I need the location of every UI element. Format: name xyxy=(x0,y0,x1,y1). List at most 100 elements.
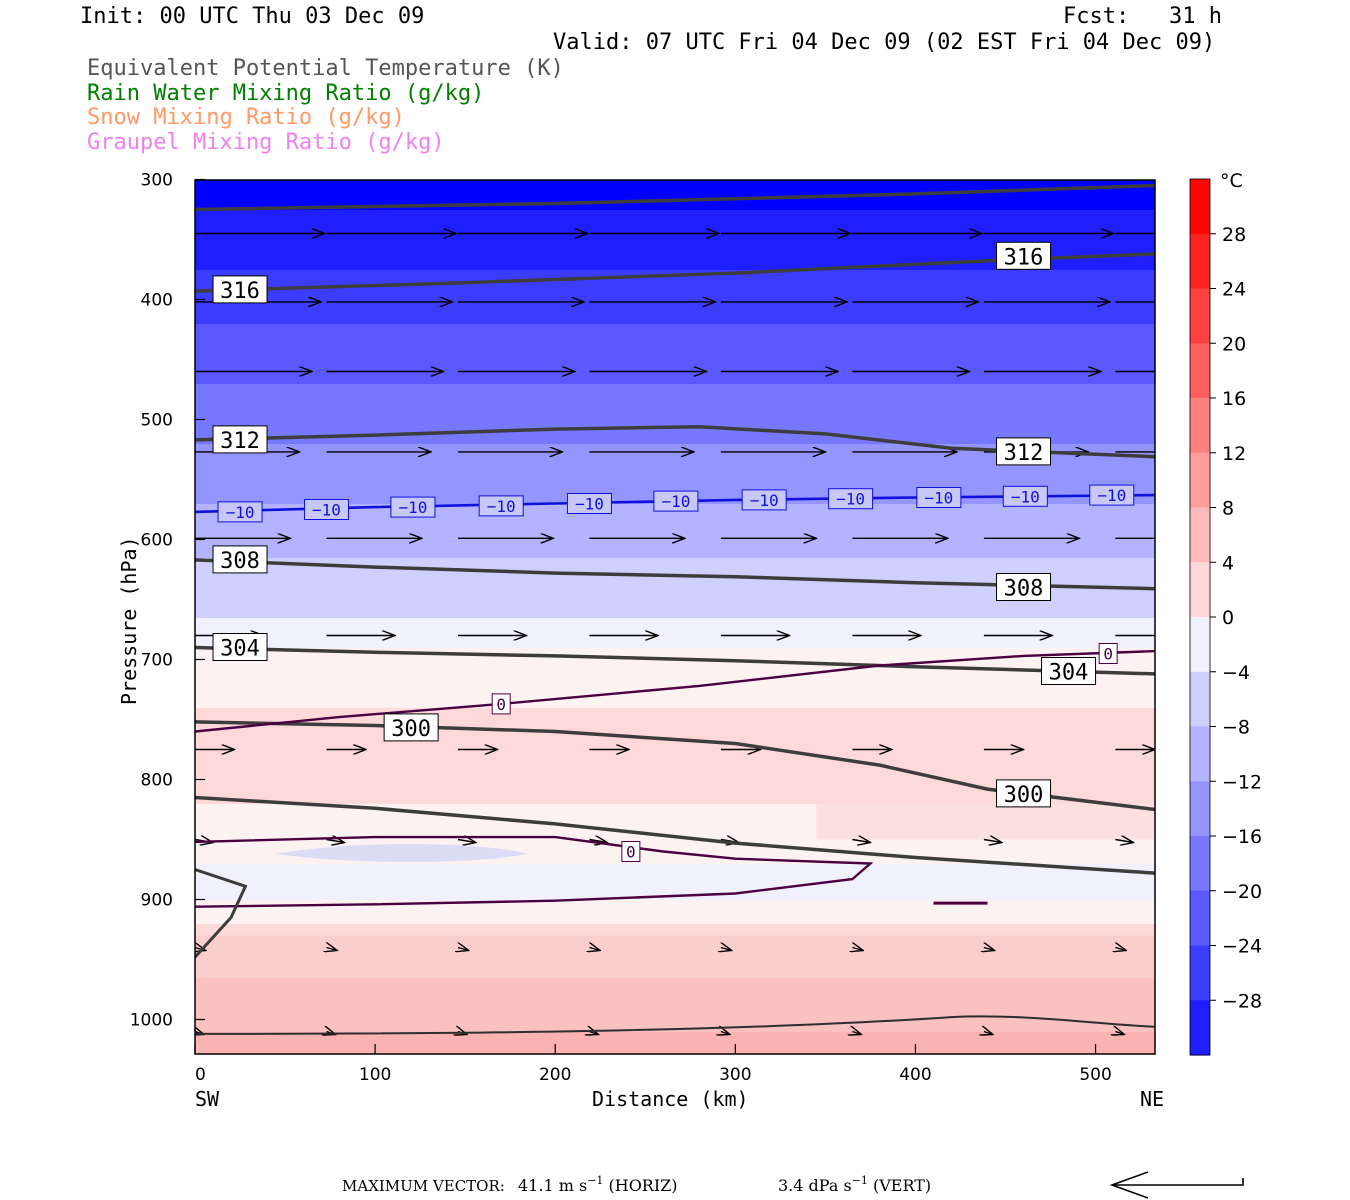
shading-band xyxy=(195,222,1155,229)
x-axis-label: Distance (km) xyxy=(592,1087,749,1111)
shading-band xyxy=(195,444,1155,451)
isotherm-contour-label: −10 xyxy=(1011,487,1040,506)
shading-band xyxy=(195,204,1155,211)
shading-band xyxy=(195,828,1155,835)
shading-band xyxy=(195,420,1155,427)
wind-vector xyxy=(852,1032,861,1035)
theta-e-contour-label: 316 xyxy=(220,279,260,304)
wind-vector xyxy=(983,840,1002,843)
shading-band xyxy=(195,468,1155,475)
shading-band xyxy=(195,216,1155,223)
y-tick-label: 900 xyxy=(141,891,173,911)
shading-band xyxy=(195,354,1155,361)
shading-band xyxy=(195,594,1155,601)
isotherm-contour-label: −10 xyxy=(750,491,779,510)
shading-band xyxy=(195,732,1155,739)
shading-band xyxy=(195,312,1155,319)
shading-band xyxy=(195,360,1155,367)
shading-band xyxy=(195,888,1155,895)
isotherm-contour-0 xyxy=(195,835,874,908)
theta-e-contour-label: 300 xyxy=(1004,783,1044,808)
isotherm-label-box xyxy=(303,499,349,520)
shading-band xyxy=(195,402,1155,409)
shading-band xyxy=(195,582,1155,589)
colorbar-swatch xyxy=(1190,1000,1210,1056)
shading-band xyxy=(195,612,1155,619)
shading-band xyxy=(195,528,1155,535)
shading-band xyxy=(195,264,1155,271)
shading-band xyxy=(195,270,1155,277)
shading-band xyxy=(195,840,1155,847)
isotherm-label-box xyxy=(828,488,874,510)
shading-band xyxy=(195,396,1155,403)
isotherm-contour-label: 0 xyxy=(496,695,506,714)
shading-band xyxy=(195,180,1155,187)
contour-labels: 316 316 312 312 308 308 304 304 300 300 −10 −10 −10 −… xyxy=(212,241,1135,862)
isotherm-contour-label: −10 xyxy=(1097,486,1126,505)
shading-band xyxy=(195,696,1155,703)
wind-vector xyxy=(589,840,607,843)
theta-e-label-box xyxy=(996,573,1052,601)
shading-band xyxy=(195,192,1155,199)
colorbar-tick-label: 4 xyxy=(1222,552,1234,574)
shading-band xyxy=(195,744,1155,751)
colorbar-tick-label: 16 xyxy=(1222,388,1246,410)
shading-band xyxy=(195,276,1155,283)
shading-band xyxy=(195,882,1155,889)
isotherm-label-box xyxy=(478,495,524,517)
shading-band xyxy=(195,606,1155,613)
shading-band xyxy=(195,234,1155,241)
isotherm-label-box xyxy=(621,841,641,862)
theta-e-contour-296 xyxy=(195,795,1155,875)
ne-end-label: NE xyxy=(1140,1087,1164,1111)
shading-band xyxy=(195,186,1155,193)
colorbar-swatch xyxy=(1190,781,1210,837)
colorbar-swatch xyxy=(1190,671,1210,728)
y-tick-label: 700 xyxy=(141,651,173,671)
max-vector-label: MAXIMUM VECTOR: xyxy=(342,1177,505,1195)
isotherm-label-box xyxy=(1089,484,1135,506)
shading-band xyxy=(195,678,1155,685)
isotherm-label-box xyxy=(491,693,511,715)
vert-vector-tag: (VERT) xyxy=(868,1176,931,1195)
horiz-vector-tag: (HORIZ) xyxy=(603,1176,677,1195)
wind-vector xyxy=(984,1032,993,1035)
shading-band xyxy=(195,366,1155,373)
shading-band xyxy=(195,618,1155,625)
shading-band xyxy=(195,870,1155,877)
shading-band xyxy=(195,210,1155,217)
y-tick-label: 600 xyxy=(141,531,173,551)
isotherm-contour-label: −10 xyxy=(575,495,604,514)
wind-vector xyxy=(852,948,863,951)
y-tick-label: 400 xyxy=(141,291,173,311)
shading-band xyxy=(195,516,1155,523)
shading-band xyxy=(195,510,1155,517)
shading-band xyxy=(195,294,1155,301)
shading-band xyxy=(195,750,1155,757)
isotherm-label-box xyxy=(217,501,263,523)
shading-band xyxy=(195,372,1155,379)
colorbar-swatch xyxy=(1190,179,1210,235)
shading-band xyxy=(195,258,1155,265)
colorbar-tick-label: 28 xyxy=(1222,224,1246,246)
colorbar-tick-label: −8 xyxy=(1222,717,1250,739)
theta-e-label-box xyxy=(212,633,268,661)
horiz-vector-exponent: −1 xyxy=(587,1174,603,1187)
shading-band xyxy=(195,714,1155,721)
shading-band xyxy=(195,780,1155,787)
shading-band xyxy=(195,726,1155,733)
shading-band xyxy=(195,690,1155,697)
shading-band xyxy=(195,822,1155,829)
theta-e-contour-label: 312 xyxy=(1004,441,1044,466)
colorbar-swatch xyxy=(1190,507,1210,563)
shading-band xyxy=(195,924,1155,931)
shading-band xyxy=(195,876,1155,883)
shading-band xyxy=(195,786,1155,793)
shading-band xyxy=(195,660,1155,667)
shading-band xyxy=(195,330,1155,337)
wind-vector xyxy=(721,948,732,951)
shading-band xyxy=(195,912,1155,919)
shading-band xyxy=(195,864,1155,871)
legend-item-graupel: Graupel Mixing Ratio (g/kg) xyxy=(87,130,445,155)
shading-band xyxy=(195,384,1155,391)
